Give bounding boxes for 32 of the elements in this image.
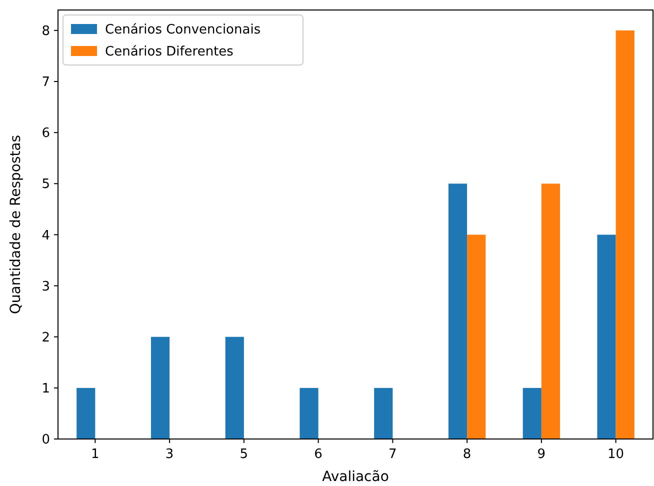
bar: [597, 234, 616, 439]
y-tick-label: 2: [42, 330, 50, 346]
x-tick-label: 8: [462, 447, 472, 462]
bar: [300, 388, 318, 439]
x-tick-label: 6: [314, 447, 322, 462]
x-tick-label: 5: [240, 447, 248, 462]
y-axis-title: Quantidade de Respostas: [8, 134, 24, 314]
x-axis-title: Avaliacão: [322, 469, 389, 485]
y-tick-label: 8: [42, 24, 50, 39]
bar: [448, 184, 468, 439]
bar: [374, 388, 393, 439]
x-tick-label: 7: [388, 447, 397, 462]
bar: [76, 388, 96, 439]
y-tick-label: 4: [42, 228, 50, 244]
bar: [225, 336, 244, 439]
y-tick-label: 5: [42, 177, 50, 192]
x-tick-label: 3: [165, 447, 174, 462]
y-tick-label: 0: [42, 432, 50, 448]
bar: [467, 234, 486, 439]
x-tick-label: 9: [537, 447, 546, 462]
bar: [522, 388, 542, 439]
x-tick-label: 1: [91, 447, 100, 462]
x-tick-label: 10: [608, 447, 624, 462]
y-tick-label: 3: [42, 279, 50, 294]
y-tick-label: 1: [42, 381, 50, 396]
bar: [616, 30, 634, 439]
bar: [541, 184, 560, 439]
y-tick-label: 6: [42, 126, 50, 142]
y-tick-label: 7: [42, 75, 50, 90]
legend-label: Cenários Convencionais: [105, 22, 261, 38]
legend-label: Cenários Diferentes: [105, 44, 234, 60]
bar: [150, 336, 170, 439]
